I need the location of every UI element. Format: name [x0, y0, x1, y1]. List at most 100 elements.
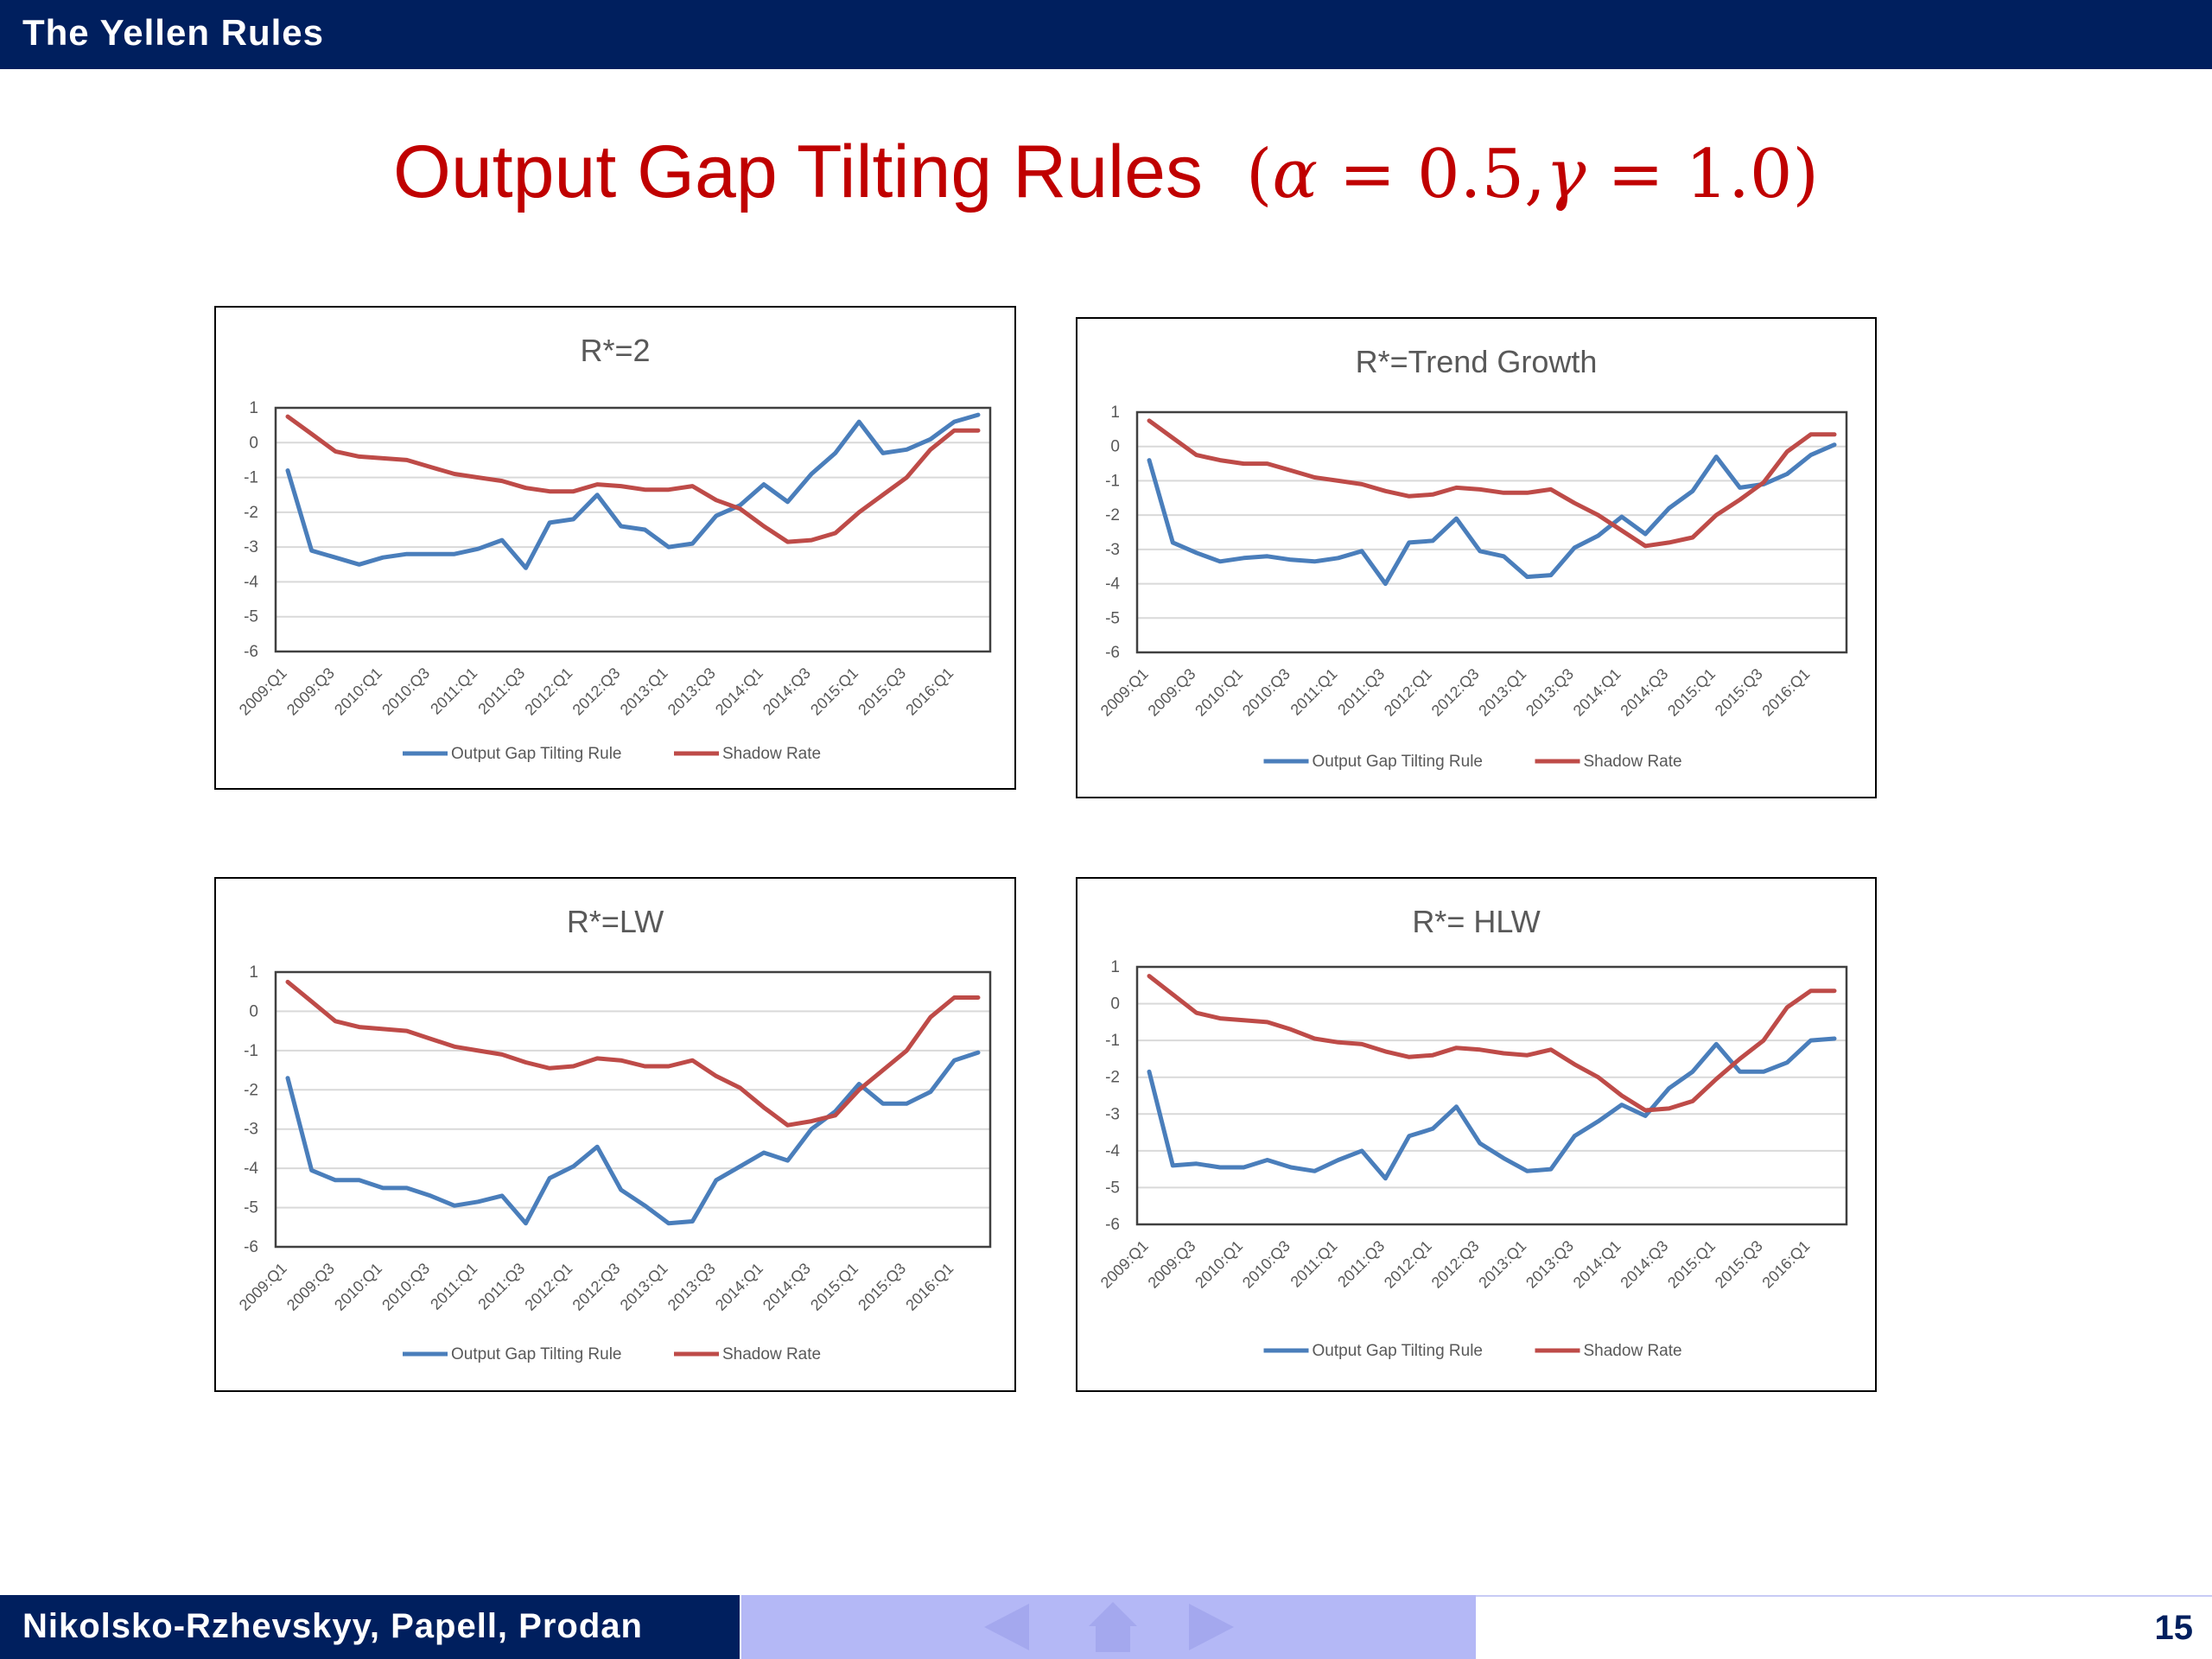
header-title: The Yellen Rules	[22, 12, 325, 53]
x-tick-label: 2016:Q1	[1759, 665, 1814, 720]
x-tick-label: 2015:Q1	[1664, 1237, 1719, 1292]
y-tick-label: 0	[249, 1002, 258, 1020]
y-tick-label: -2	[244, 504, 258, 522]
x-tick-label: 2011:Q1	[1287, 1237, 1341, 1291]
x-tick-label: 2009:Q3	[1145, 665, 1199, 720]
x-tick-label: 2015:Q1	[1664, 665, 1719, 720]
x-tick-label: 2012:Q3	[1428, 1237, 1483, 1292]
x-tick-label: 2009:Q3	[1145, 1237, 1199, 1292]
y-tick-label: -5	[1105, 1179, 1120, 1197]
y-tick-label: -6	[244, 1238, 258, 1256]
y-tick-label: 1	[249, 399, 258, 417]
x-tick-label: 2010:Q1	[1192, 1237, 1246, 1292]
x-tick-label: 2009:Q3	[283, 1260, 338, 1314]
x-tick-label: 2011:Q1	[1287, 665, 1341, 719]
y-tick-label: -3	[1105, 1105, 1120, 1123]
x-tick-label: 2011:Q1	[427, 1260, 480, 1313]
y-tick-label: -3	[244, 538, 258, 556]
x-tick-label: 2015:Q1	[807, 664, 861, 719]
chart-svg: R*=Trend Growth 1 0 -1 -2 -3 -4 -5 -6 2009:Q12009…	[1097, 344, 1848, 771]
plot-area	[1135, 965, 1848, 1226]
x-tick-label: 2013:Q3	[1522, 1237, 1577, 1292]
chart-panel-trend-growth: R*=Trend Growth 1 0 -1 -2 -3 -4 -5 -6 2009:Q1 2009…	[1076, 317, 1877, 798]
y-tick-label: -6	[244, 643, 258, 661]
shadow-rate-line	[1147, 974, 1837, 1113]
legend-label: Shadow Rate	[722, 1345, 821, 1363]
y-tick-label: -5	[244, 608, 258, 626]
x-tick-label: 2015:Q1	[807, 1260, 861, 1314]
shadow-rate-line	[285, 979, 981, 1128]
x-tick-label: 2011:Q1	[427, 664, 480, 718]
footer-authors-bar: Nikolsko-Rzhevskyy, Papell, Prodan	[0, 1595, 740, 1659]
alpha-symbol: α	[1272, 136, 1319, 213]
chart-panel-hlw: R*= HLW 1 0 -1 -2 -3 -4 -5 -6 2009:Q1 2009:Q3 2010:…	[1076, 877, 1877, 1392]
x-tick-label: 2013:Q3	[664, 664, 719, 719]
legend-label: Output Gap Tilting Rule	[451, 745, 622, 763]
x-tick-label: 2014:Q1	[1570, 665, 1624, 720]
y-tick-label: -6	[1105, 1216, 1120, 1234]
chart-title: R*= HLW	[1412, 904, 1540, 939]
y-tick-label: 1	[1110, 404, 1120, 422]
rule-line	[1147, 442, 1837, 587]
x-tick-label: 2011:Q3	[474, 1260, 528, 1313]
y-tick-label: -2	[244, 1081, 258, 1099]
y-tick-label: -5	[1105, 609, 1120, 627]
x-tick-label: 2010:Q1	[331, 664, 385, 719]
x-tick-label: 2012:Q3	[1428, 665, 1483, 720]
x-tick-label: 2016:Q1	[1759, 1237, 1814, 1292]
paren-open: (	[1245, 136, 1273, 213]
legend-label: Output Gap Tilting Rule	[451, 1345, 622, 1363]
x-tick-label: 2009:Q1	[1097, 1237, 1152, 1292]
x-tick-label: 2014:Q3	[760, 1260, 814, 1314]
x-tick-label: 2009:Q1	[236, 1260, 290, 1314]
x-tick-label: 2009:Q1	[236, 664, 290, 719]
arrow-right-icon[interactable]	[1185, 1600, 1237, 1654]
x-tick-label: 2012:Q3	[569, 664, 624, 719]
home-icon[interactable]	[1087, 1600, 1139, 1654]
x-tick-label: 2009:Q3	[283, 664, 338, 719]
legend-label: Output Gap Tilting Rule	[1313, 1342, 1484, 1360]
x-tick-label: 2012:Q1	[1381, 665, 1435, 720]
legend-label: Shadow Rate	[1584, 1342, 1682, 1360]
chart-svg: R*= HLW10-1-2-3-4-5-62009:Q12009:Q32010:…	[1097, 904, 1848, 1360]
y-tick-label: -4	[1105, 575, 1120, 594]
y-tick-label: 1	[1110, 958, 1120, 976]
y-tick-label: -6	[1105, 644, 1120, 662]
header-bar: The Yellen Rules	[0, 0, 2212, 69]
legend-label: Shadow Rate	[722, 745, 821, 763]
y-tick-label: 0	[1110, 438, 1120, 456]
y-tick-label: -4	[244, 1160, 258, 1178]
x-tick-label: 2010:Q3	[1239, 1237, 1294, 1292]
x-tick-label: 2011:Q3	[474, 664, 528, 718]
footer-page-bar: 15	[1476, 1595, 2212, 1659]
arrow-left-icon[interactable]	[981, 1600, 1033, 1654]
y-tick-label: -1	[244, 1042, 258, 1060]
y-tick-label: 0	[249, 434, 258, 452]
chart-title: R*=Trend Growth	[1356, 344, 1598, 379]
x-tick-label: 2013:Q3	[1522, 665, 1577, 720]
chart-legend: Output Gap Tilting Rule Shadow Rate	[403, 745, 821, 763]
x-tick-label: 2010:Q3	[1239, 665, 1294, 720]
x-tick-label: 2011:Q3	[1334, 1237, 1388, 1291]
x-tick-label: 2013:Q1	[617, 1260, 671, 1314]
x-tick-label: 2014:Q1	[1570, 1237, 1624, 1292]
gamma-equation: = 1.0)	[1586, 136, 1819, 213]
alpha-equation: = 0.5,	[1318, 136, 1546, 213]
y-tick-label: -4	[244, 573, 258, 591]
x-tick-label: 2010:Q1	[1192, 665, 1246, 720]
x-tick-label: 2012:Q3	[569, 1260, 624, 1314]
x-tick-label: 2011:Q3	[1334, 665, 1388, 719]
chart-title: R*=LW	[567, 904, 664, 939]
x-tick-label: 2014:Q1	[712, 1260, 766, 1314]
x-tick-label: 2013:Q1	[1475, 665, 1529, 720]
y-tick-label: -3	[244, 1121, 258, 1139]
slide-title-math: (α = 0.5,γ = 1.0)	[1246, 136, 1819, 213]
y-tick-label: -1	[1105, 472, 1120, 490]
x-tick-label: 2013:Q1	[617, 664, 671, 719]
chart-svg: R*=210-1-2-3-4-5-62009:Q12009:Q32010:Q12…	[236, 333, 992, 763]
y-tick-label: -2	[1105, 506, 1120, 524]
y-tick-label: -4	[1105, 1142, 1120, 1160]
x-tick-label: 2010:Q3	[378, 664, 433, 719]
chart-legend: Output Gap Tilting Rule Shadow Rate	[1263, 1342, 1682, 1360]
slide-title: Output Gap Tilting Rules (α = 0.5,γ = 1.0…	[0, 130, 2212, 215]
